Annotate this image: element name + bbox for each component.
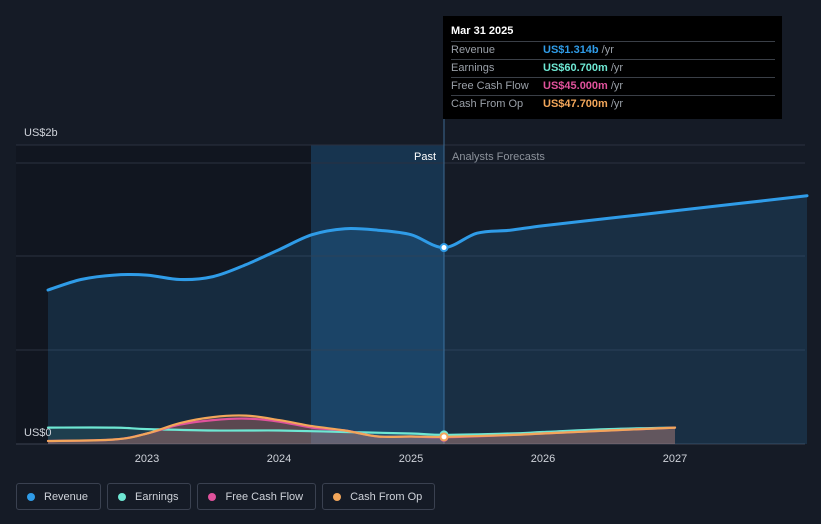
x-tick-label: 2026 <box>531 453 555 465</box>
tooltip-row-free-cash-flow: Free Cash Flow US$45.000m /yr <box>451 77 775 95</box>
past-highlight-region <box>311 145 444 444</box>
tooltip-label: Free Cash Flow <box>451 80 529 92</box>
legend-item-free-cash-flow[interactable]: Free Cash Flow <box>197 483 317 510</box>
forecast-label: Analysts Forecasts <box>452 151 545 163</box>
tooltip-row-cash-from-op: Cash From Op US$47.700m /yr <box>451 95 775 113</box>
revenue-line <box>46 194 809 292</box>
legend-label: Earnings <box>135 490 179 503</box>
tooltip-value: US$1.314b <box>543 44 599 56</box>
tooltip-unit: /yr <box>601 44 614 56</box>
tooltip-label: Cash From Op <box>451 98 524 110</box>
legend-item-earnings[interactable]: Earnings <box>107 483 192 510</box>
earnings-area <box>48 427 675 444</box>
tooltip-row-revenue: Revenue US$1.314b /yr <box>451 41 775 59</box>
legend-label: Revenue <box>44 490 89 503</box>
cash-from-op-area <box>48 415 675 444</box>
cash-from-op-line <box>46 414 677 443</box>
legend: Revenue Earnings Free Cash Flow Cash Fro… <box>16 483 436 510</box>
tooltip-date: Mar 31 2025 <box>451 25 514 37</box>
free-cash-flow-area <box>48 418 675 444</box>
tooltip-unit: /yr <box>610 80 624 92</box>
tooltip-value: US$60.700m <box>543 62 608 74</box>
tooltip-unit: /yr <box>610 98 624 110</box>
legend-dot-icon <box>208 492 217 501</box>
cash-from-op-marker <box>439 432 449 442</box>
tooltip-unit: /yr <box>610 62 624 74</box>
tooltip: Mar 31 2025 Revenue US$1.314b /yr Earnin… <box>443 16 782 119</box>
tooltip-value: US$47.700m <box>543 98 608 110</box>
x-tick-label: 2023 <box>135 453 159 465</box>
legend-dot-icon <box>333 492 342 501</box>
legend-label: Free Cash Flow <box>225 490 304 503</box>
earnings-line <box>46 426 677 437</box>
y-tick-label: US$0 <box>24 427 52 439</box>
x-tick-label: 2025 <box>399 453 423 465</box>
legend-dot-icon <box>27 492 35 501</box>
legend-item-cash-from-op[interactable]: Cash From Op <box>322 483 436 510</box>
past-label: Past <box>414 151 436 163</box>
y-tick-label: US$2b <box>24 127 58 139</box>
x-tick-label: 2027 <box>663 453 687 465</box>
tooltip-row-earnings: Earnings US$60.700m /yr <box>451 59 775 77</box>
tooltip-value: US$45.000m <box>543 80 608 92</box>
tooltip-label: Revenue <box>451 44 496 56</box>
tooltip-label: Earnings <box>451 62 495 74</box>
legend-label: Cash From Op <box>350 490 423 503</box>
revenue-marker <box>439 243 449 253</box>
legend-item-revenue[interactable]: Revenue <box>16 483 102 510</box>
past-dark-region <box>16 145 311 444</box>
legend-dot-icon <box>118 492 127 501</box>
revenue-area <box>48 195 807 444</box>
x-tick-label: 2024 <box>267 453 291 465</box>
